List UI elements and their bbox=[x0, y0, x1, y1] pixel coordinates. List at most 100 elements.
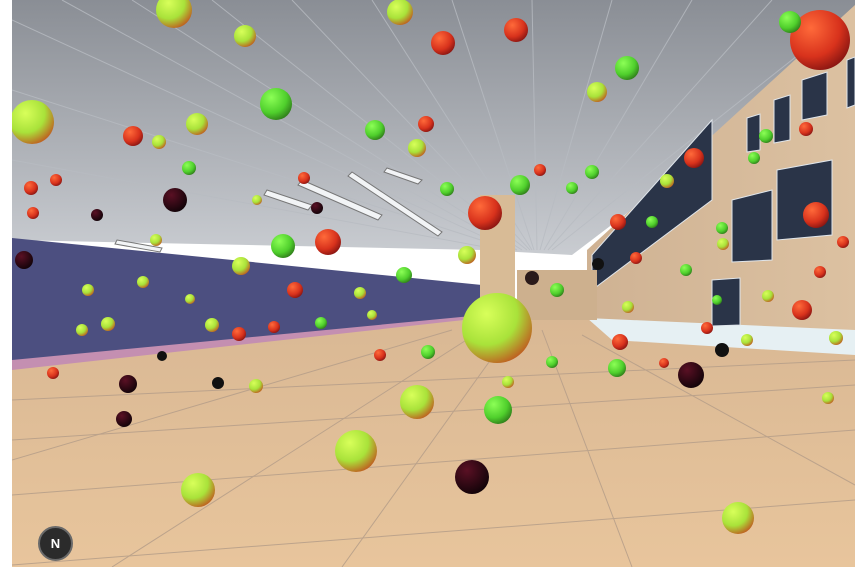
sphere bbox=[612, 334, 628, 350]
scene-canvas[interactable] bbox=[12, 0, 855, 567]
sphere bbox=[716, 222, 728, 234]
sphere bbox=[468, 196, 502, 230]
sphere bbox=[678, 362, 704, 388]
sphere bbox=[646, 216, 658, 228]
sphere bbox=[610, 214, 626, 230]
sphere bbox=[715, 343, 729, 357]
sphere bbox=[712, 295, 722, 305]
sphere bbox=[792, 300, 812, 320]
sphere bbox=[365, 120, 385, 140]
sphere bbox=[534, 164, 546, 176]
sphere bbox=[396, 267, 412, 283]
sphere bbox=[50, 174, 62, 186]
sphere bbox=[585, 165, 599, 179]
spheres bbox=[12, 0, 850, 534]
sphere bbox=[799, 122, 813, 136]
sphere bbox=[630, 252, 642, 264]
navigation-mode-button[interactable]: N bbox=[38, 526, 73, 561]
sphere bbox=[660, 174, 674, 188]
sphere bbox=[260, 88, 292, 120]
sphere bbox=[741, 334, 753, 346]
3d-viewport[interactable]: N bbox=[12, 0, 855, 567]
sphere bbox=[268, 321, 280, 333]
sphere bbox=[12, 100, 54, 144]
sphere bbox=[759, 129, 773, 143]
ceiling bbox=[12, 0, 855, 255]
sphere bbox=[82, 284, 94, 296]
sphere bbox=[408, 139, 426, 157]
sphere bbox=[680, 264, 692, 276]
floor-grid bbox=[12, 329, 855, 567]
ceiling-lights bbox=[114, 167, 443, 253]
sphere bbox=[101, 317, 115, 331]
sphere bbox=[510, 175, 530, 195]
sphere bbox=[119, 375, 137, 393]
sphere bbox=[116, 411, 132, 427]
sphere bbox=[157, 351, 167, 361]
sphere bbox=[455, 460, 489, 494]
sphere bbox=[315, 229, 341, 255]
sphere bbox=[47, 367, 59, 379]
sphere bbox=[748, 152, 760, 164]
sphere bbox=[803, 202, 829, 228]
sphere bbox=[249, 379, 263, 393]
sphere bbox=[156, 0, 192, 28]
sphere bbox=[91, 209, 103, 221]
sphere bbox=[354, 287, 366, 299]
sphere bbox=[287, 282, 303, 298]
sphere bbox=[205, 318, 219, 332]
sphere bbox=[27, 207, 39, 219]
sphere bbox=[367, 310, 377, 320]
sphere bbox=[722, 502, 754, 534]
sphere bbox=[421, 345, 435, 359]
sphere bbox=[790, 10, 850, 70]
sphere bbox=[311, 202, 323, 214]
sphere bbox=[234, 25, 256, 47]
sphere bbox=[622, 301, 634, 313]
sphere bbox=[814, 266, 826, 278]
sphere bbox=[587, 82, 607, 102]
sphere bbox=[502, 376, 514, 388]
sphere bbox=[76, 324, 88, 336]
sphere bbox=[400, 385, 434, 419]
sphere bbox=[212, 377, 224, 389]
sphere bbox=[232, 327, 246, 341]
sphere bbox=[525, 271, 539, 285]
sphere bbox=[298, 172, 310, 184]
sphere bbox=[440, 182, 454, 196]
sphere bbox=[137, 276, 149, 288]
sphere bbox=[418, 116, 434, 132]
sphere bbox=[608, 359, 626, 377]
sphere bbox=[458, 246, 476, 264]
sphere bbox=[546, 356, 558, 368]
sphere bbox=[762, 290, 774, 302]
sphere bbox=[152, 135, 166, 149]
sphere bbox=[15, 251, 33, 269]
sphere bbox=[701, 322, 713, 334]
navigation-mode-label: N bbox=[50, 536, 61, 551]
sphere bbox=[829, 331, 843, 345]
sphere bbox=[182, 161, 196, 175]
sphere bbox=[185, 294, 195, 304]
sphere bbox=[837, 236, 849, 248]
sphere bbox=[550, 283, 564, 297]
left-wall bbox=[12, 238, 482, 365]
sphere bbox=[315, 317, 327, 329]
sphere bbox=[150, 234, 162, 246]
sphere bbox=[181, 473, 215, 507]
sphere bbox=[24, 181, 38, 195]
sphere bbox=[186, 113, 208, 135]
sphere bbox=[431, 31, 455, 55]
sphere bbox=[271, 234, 295, 258]
sphere bbox=[335, 430, 377, 472]
courtyard-floor bbox=[587, 318, 855, 355]
sphere bbox=[717, 238, 729, 250]
sphere bbox=[779, 11, 801, 33]
sphere bbox=[684, 148, 704, 168]
sphere bbox=[232, 257, 250, 275]
sphere bbox=[484, 396, 512, 424]
sphere bbox=[252, 195, 262, 205]
sphere bbox=[163, 188, 187, 212]
sphere bbox=[659, 358, 669, 368]
sphere bbox=[504, 18, 528, 42]
